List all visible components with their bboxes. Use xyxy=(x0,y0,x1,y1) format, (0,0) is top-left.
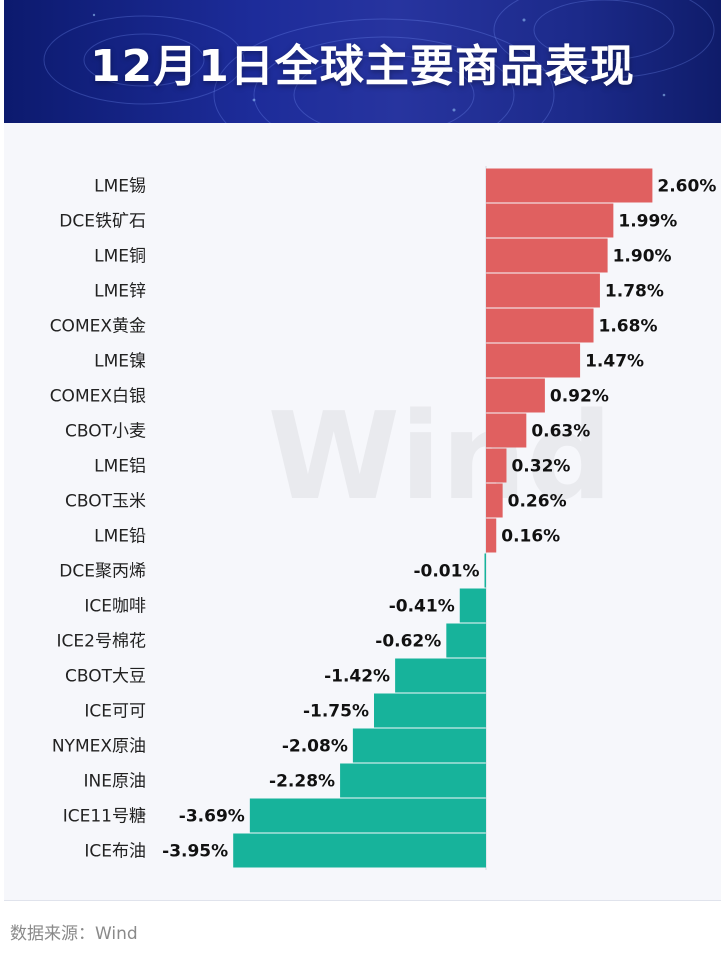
bar xyxy=(486,273,600,308)
data-label: 1.78% xyxy=(605,282,664,302)
bar xyxy=(486,518,497,553)
category-label: LME镍 xyxy=(94,352,146,372)
data-label: 0.16% xyxy=(501,527,560,547)
bar xyxy=(486,238,608,273)
bar xyxy=(352,728,486,763)
category-label: COMEX白银 xyxy=(50,387,146,407)
category-label: ICE2号棉花 xyxy=(57,632,146,652)
category-label: CBOT大豆 xyxy=(65,667,146,687)
category-label: LME锌 xyxy=(94,282,146,302)
bar xyxy=(395,658,486,693)
category-label: LME锡 xyxy=(94,177,146,197)
category-label: ICE咖啡 xyxy=(84,597,146,617)
category-label: CBOT小麦 xyxy=(65,422,146,442)
data-label: -2.28% xyxy=(269,772,335,792)
watermark-wind: Wind xyxy=(268,388,613,527)
bar xyxy=(486,448,507,483)
category-label: DCE铁矿石 xyxy=(59,212,146,232)
bar xyxy=(486,203,614,238)
data-label: -2.08% xyxy=(282,737,348,757)
data-label: -3.69% xyxy=(179,807,245,827)
data-label: 0.26% xyxy=(508,492,567,512)
bar xyxy=(374,693,486,728)
category-label: LME铜 xyxy=(94,247,146,267)
data-label: -1.75% xyxy=(303,702,369,722)
bar xyxy=(459,588,486,623)
category-label: CBOT玉米 xyxy=(65,492,146,512)
data-label: 0.92% xyxy=(550,387,609,407)
data-label: -1.42% xyxy=(324,667,390,687)
bar xyxy=(446,623,486,658)
bar xyxy=(233,833,486,868)
data-label: 2.60% xyxy=(657,177,716,197)
data-label: 0.32% xyxy=(511,457,570,477)
data-label: 1.90% xyxy=(613,247,672,267)
header-contour-decoration xyxy=(43,0,715,123)
data-label: -3.95% xyxy=(162,842,228,862)
data-source: 数据来源：Wind xyxy=(10,924,138,944)
data-label: -0.41% xyxy=(389,597,455,617)
category-label: ICE可可 xyxy=(84,702,146,722)
bar xyxy=(486,308,594,343)
category-label: LME铅 xyxy=(94,527,146,547)
bar xyxy=(484,553,486,588)
category-label: INE原油 xyxy=(84,772,146,792)
chart-panel: Wind LME锡 2.60% DCE铁矿石 1.99% LME铜 1.90% LME锌 1.… xyxy=(4,123,721,901)
data-label: 1.68% xyxy=(599,317,658,337)
data-label: -0.01% xyxy=(413,562,479,582)
data-label: 1.47% xyxy=(585,352,644,372)
bar xyxy=(486,483,503,518)
page-title: 12月1日全球主要商品表现 xyxy=(90,41,635,92)
data-label: 0.63% xyxy=(531,422,590,442)
bar xyxy=(249,798,486,833)
category-label: COMEX黄金 xyxy=(50,317,146,337)
bar xyxy=(486,343,581,378)
category-label: DCE聚丙烯 xyxy=(59,562,146,582)
header-banner: 12月1日全球主要商品表现 xyxy=(4,0,721,123)
bar xyxy=(486,168,653,203)
bar-chart: Wind LME锡 2.60% DCE铁矿石 1.99% LME铜 1.90% LME锌 1.… xyxy=(50,166,716,870)
bar xyxy=(486,378,545,413)
data-label: -0.62% xyxy=(375,632,441,652)
category-label: ICE布油 xyxy=(84,842,146,862)
category-label: NYMEX原油 xyxy=(52,737,146,757)
data-label: 1.99% xyxy=(618,212,677,232)
category-label: LME铝 xyxy=(94,457,146,477)
bar xyxy=(340,763,486,798)
category-label: ICE11号糖 xyxy=(63,807,146,827)
bar xyxy=(486,413,527,448)
